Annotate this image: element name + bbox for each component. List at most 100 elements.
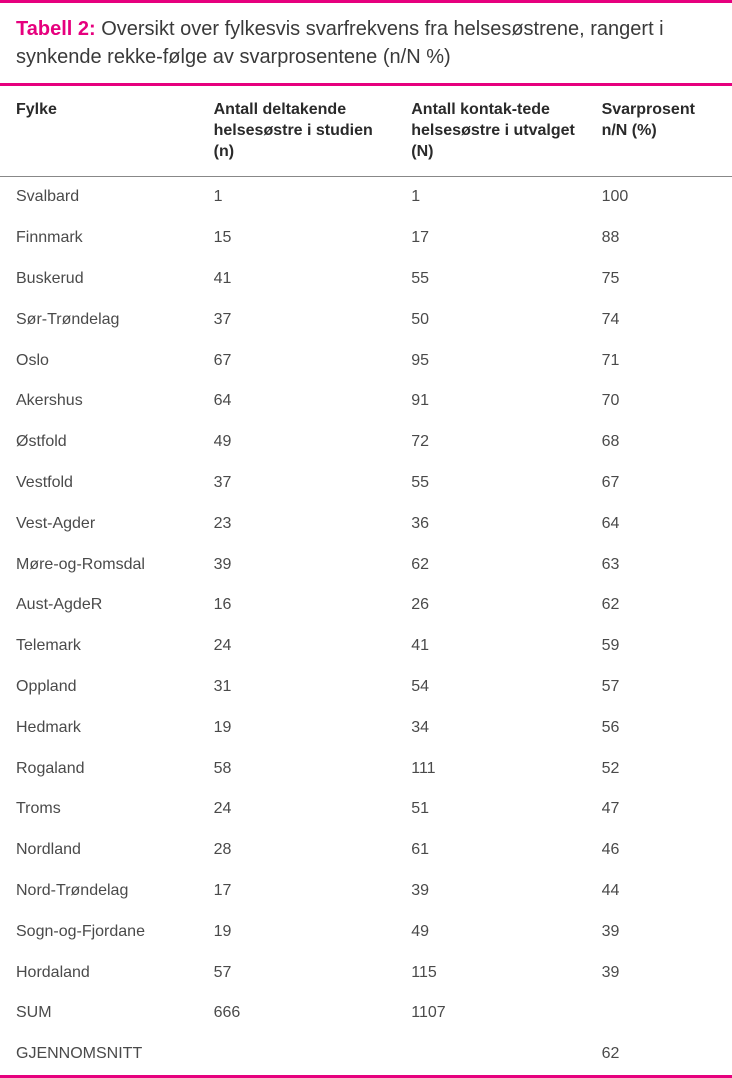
cell-N: 95 <box>395 341 585 382</box>
table-row: Buskerud415575 <box>0 259 732 300</box>
cell-fylke: Oslo <box>0 341 198 382</box>
cell-N: 1107 <box>395 993 585 1034</box>
table-row: Nordland286146 <box>0 830 732 871</box>
cell-pct: 63 <box>586 545 732 586</box>
cell-n: 16 <box>198 585 396 626</box>
table-row: Nord-Trøndelag173944 <box>0 871 732 912</box>
cell-n: 19 <box>198 708 396 749</box>
cell-pct: 57 <box>586 667 732 708</box>
table-row: Hedmark193456 <box>0 708 732 749</box>
table-row: Svalbard11100 <box>0 177 732 218</box>
cell-N: 1 <box>395 177 585 218</box>
cell-fylke: Finnmark <box>0 218 198 259</box>
table-row: Sør-Trøndelag375074 <box>0 300 732 341</box>
table-row: Sogn-og-Fjordane194939 <box>0 912 732 953</box>
cell-fylke: Hordaland <box>0 953 198 994</box>
table-row: Hordaland5711539 <box>0 953 732 994</box>
cell-N: 111 <box>395 749 585 790</box>
cell-N: 55 <box>395 463 585 504</box>
cell-pct: 71 <box>586 341 732 382</box>
cell-pct: 64 <box>586 504 732 545</box>
cell-pct: 52 <box>586 749 732 790</box>
cell-n: 28 <box>198 830 396 871</box>
cell-N: 115 <box>395 953 585 994</box>
cell-N: 41 <box>395 626 585 667</box>
cell-N: 55 <box>395 259 585 300</box>
cell-N: 91 <box>395 381 585 422</box>
cell-fylke: Vestfold <box>0 463 198 504</box>
cell-N: 17 <box>395 218 585 259</box>
table-row: Aust-AgdeR162662 <box>0 585 732 626</box>
cell-fylke: Troms <box>0 789 198 830</box>
table-body: Svalbard11100 Finnmark151788 Buskerud415… <box>0 177 732 1075</box>
cell-fylke: Aust-AgdeR <box>0 585 198 626</box>
cell-N: 62 <box>395 545 585 586</box>
table-row-avg: GJENNOMSNITT 62 <box>0 1034 732 1075</box>
cell-n: 49 <box>198 422 396 463</box>
cell-fylke: SUM <box>0 993 198 1034</box>
table-row: Troms245147 <box>0 789 732 830</box>
cell-pct: 62 <box>586 585 732 626</box>
cell-n: 17 <box>198 871 396 912</box>
table-row: Oslo679571 <box>0 341 732 382</box>
cell-fylke: Vest-Agder <box>0 504 198 545</box>
cell-n: 666 <box>198 993 396 1034</box>
table-row: Vest-Agder233664 <box>0 504 732 545</box>
cell-fylke: Akershus <box>0 381 198 422</box>
cell-n: 1 <box>198 177 396 218</box>
cell-n: 24 <box>198 626 396 667</box>
cell-N: 50 <box>395 300 585 341</box>
cell-n: 41 <box>198 259 396 300</box>
cell-fylke: Sogn-og-Fjordane <box>0 912 198 953</box>
cell-n: 64 <box>198 381 396 422</box>
cell-pct: 88 <box>586 218 732 259</box>
cell-N: 61 <box>395 830 585 871</box>
cell-n: 67 <box>198 341 396 382</box>
cell-N: 26 <box>395 585 585 626</box>
table-container: Tabell 2: Oversikt over fylkesvis svarfr… <box>0 0 732 1078</box>
cell-pct: 39 <box>586 912 732 953</box>
cell-pct: 62 <box>586 1034 732 1075</box>
cell-pct: 56 <box>586 708 732 749</box>
table-header-row: Fylke Antall deltakende helsesøstre i st… <box>0 86 732 177</box>
cell-N: 54 <box>395 667 585 708</box>
caption-text: Oversikt over fylkesvis svarfrekvens fra… <box>16 18 664 68</box>
table-row: Møre-og-Romsdal396263 <box>0 545 732 586</box>
cell-pct: 68 <box>586 422 732 463</box>
cell-n: 24 <box>198 789 396 830</box>
cell-fylke: Østfold <box>0 422 198 463</box>
table-row: Vestfold375567 <box>0 463 732 504</box>
cell-pct: 59 <box>586 626 732 667</box>
cell-n: 37 <box>198 300 396 341</box>
data-table: Fylke Antall deltakende helsesøstre i st… <box>0 86 732 1075</box>
cell-n: 58 <box>198 749 396 790</box>
col-header-N: Antall kontak-tede helsesøstre i utvalge… <box>395 86 585 177</box>
caption-label: Tabell 2: <box>16 18 96 40</box>
table-row: Akershus649170 <box>0 381 732 422</box>
cell-pct <box>586 993 732 1034</box>
table-caption: Tabell 2: Oversikt over fylkesvis svarfr… <box>0 3 732 86</box>
cell-N: 49 <box>395 912 585 953</box>
cell-pct: 74 <box>586 300 732 341</box>
cell-n: 23 <box>198 504 396 545</box>
cell-n: 39 <box>198 545 396 586</box>
cell-n: 37 <box>198 463 396 504</box>
cell-fylke: Telemark <box>0 626 198 667</box>
cell-pct: 46 <box>586 830 732 871</box>
table-row: Finnmark151788 <box>0 218 732 259</box>
cell-N: 39 <box>395 871 585 912</box>
cell-fylke: Møre-og-Romsdal <box>0 545 198 586</box>
cell-fylke: Oppland <box>0 667 198 708</box>
cell-fylke: Hedmark <box>0 708 198 749</box>
cell-N <box>395 1034 585 1075</box>
cell-fylke: Rogaland <box>0 749 198 790</box>
cell-fylke: Svalbard <box>0 177 198 218</box>
cell-pct: 39 <box>586 953 732 994</box>
cell-pct: 70 <box>586 381 732 422</box>
cell-fylke: Nordland <box>0 830 198 871</box>
cell-fylke: GJENNOMSNITT <box>0 1034 198 1075</box>
cell-pct: 67 <box>586 463 732 504</box>
cell-n: 19 <box>198 912 396 953</box>
cell-N: 36 <box>395 504 585 545</box>
cell-fylke: Nord-Trøndelag <box>0 871 198 912</box>
